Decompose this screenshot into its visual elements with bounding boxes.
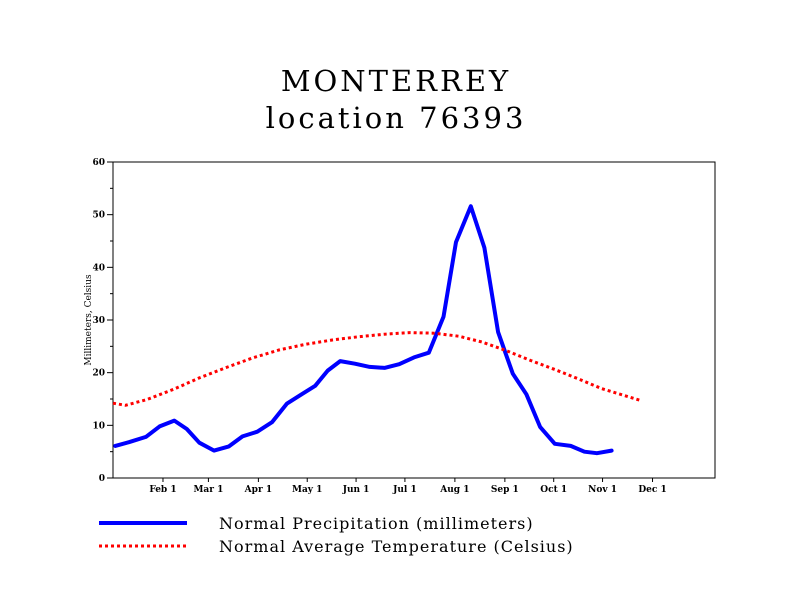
legend-label-temperature: Normal Average Temperature (Celsius) [219,537,574,556]
x-tick-label: Oct 1 [540,485,567,495]
y-tick-label: 0 [99,474,105,484]
x-tick-label: Apr 1 [244,485,272,495]
series-layer [112,204,642,456]
x-tick-label: Jul 1 [392,485,417,495]
chart-subtitle: location 76393 [265,101,527,135]
y-tick-label: 10 [92,421,105,431]
y-axis: 0 10 20 30 40 50 60 [92,158,113,484]
x-tick-label: Jun 1 [342,485,370,495]
y-tick-label: 60 [92,158,105,168]
legend: Normal Precipitation (millimeters) Normal… [99,514,574,556]
x-tick-label: Sep 1 [491,485,519,495]
x-tick-label: Nov 1 [588,485,617,495]
x-tick-label: Feb 1 [149,485,176,495]
y-axis-label: Millimeters, Celsius [84,274,94,366]
temperature-series-line [112,331,642,407]
y-tick-label: 40 [92,263,105,273]
x-axis: Feb 1 Mar 1 Apr 1 May 1 Jun 1 Jul 1 Aug 1 Sep 1… [149,478,667,495]
x-tick-label: Dec 1 [638,485,666,495]
x-tick-label: Aug 1 [439,485,469,495]
plot-frame [112,161,716,479]
y-tick-label: 30 [92,316,105,326]
x-tick-label: Mar 1 [193,485,223,495]
x-tick-label: May 1 [292,485,322,495]
precipitation-series-line [113,204,614,456]
legend-label-precipitation: Normal Precipitation (millimeters) [219,514,534,533]
chart-title: MONTERREY [280,64,512,98]
y-tick-label: 20 [92,369,105,379]
y-tick-label: 50 [92,211,105,221]
